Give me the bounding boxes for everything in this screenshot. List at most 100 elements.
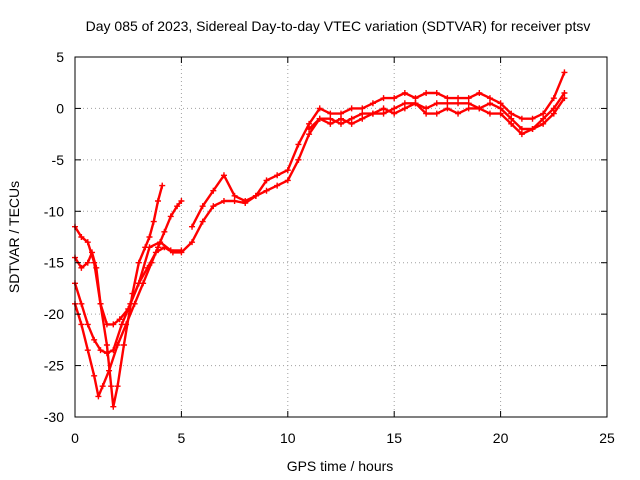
data-point-marker — [154, 198, 161, 204]
data-point-marker — [78, 300, 85, 307]
data-point-marker — [78, 234, 85, 240]
data-point-marker — [220, 172, 227, 179]
data-point-marker — [110, 403, 117, 410]
data-point-marker — [486, 110, 493, 117]
data-point-marker — [380, 105, 387, 112]
data-point-marker — [284, 177, 291, 184]
data-point-marker — [116, 316, 123, 323]
data-point-marker — [106, 367, 113, 374]
data-point-marker — [220, 198, 227, 204]
data-point-marker — [131, 300, 138, 307]
data-point-marker — [210, 187, 217, 194]
data-point-marker — [508, 115, 515, 122]
data-point-marker — [114, 342, 121, 348]
data-point-marker — [476, 105, 483, 112]
data-point-marker — [455, 95, 462, 102]
data-point-marker — [103, 350, 110, 357]
y-tick-label: -10 — [44, 203, 64, 219]
y-tick-label: -5 — [52, 152, 65, 168]
data-point-marker — [295, 141, 302, 148]
data-point-marker — [369, 110, 376, 117]
data-point-marker — [316, 105, 323, 112]
data-point-marker — [199, 218, 206, 225]
data-point-marker — [306, 131, 313, 138]
data-point-marker — [518, 126, 525, 132]
data-point-marker — [167, 247, 174, 254]
x-tick-label: 10 — [280, 430, 296, 446]
data-point-marker — [497, 105, 504, 112]
data-point-marker — [486, 95, 493, 102]
data-point-marker — [178, 198, 185, 204]
data-point-marker — [540, 115, 547, 122]
data-point-marker — [380, 95, 387, 102]
x-tick-label: 5 — [178, 430, 186, 446]
data-point-marker — [401, 100, 408, 107]
y-tick-label: -15 — [44, 255, 64, 271]
y-axis-label: SDTVAR / TECUs — [6, 181, 22, 293]
data-point-marker — [338, 120, 344, 127]
data-point-marker — [306, 126, 313, 132]
data-point-marker — [93, 264, 100, 271]
series-trace-3 — [72, 198, 185, 400]
data-point-marker — [108, 383, 115, 390]
data-point-marker — [114, 383, 121, 390]
data-point-marker — [231, 198, 238, 204]
chart-title: Day 085 of 2023, Sidereal Day-to-day VTE… — [86, 18, 591, 34]
data-point-marker — [84, 321, 91, 328]
data-point-marker — [252, 192, 259, 199]
x-tick-label: 15 — [386, 430, 402, 446]
grid-layer — [75, 57, 607, 417]
data-point-marker — [529, 115, 536, 122]
data-point-marker — [550, 95, 557, 102]
data-point-marker — [433, 110, 440, 117]
data-point-marker — [412, 95, 419, 102]
y-tick-label: -20 — [44, 306, 64, 322]
series-trace-6 — [306, 90, 568, 138]
data-point-marker — [157, 239, 164, 246]
data-point-marker — [146, 244, 153, 251]
data-point-marker — [167, 213, 174, 220]
data-point-marker — [110, 321, 117, 328]
data-point-marker — [95, 393, 102, 400]
data-point-marker — [146, 234, 153, 240]
data-point-marker — [359, 105, 366, 112]
data-point-marker — [508, 110, 515, 117]
data-point-marker — [78, 264, 85, 271]
series-line — [190, 71, 566, 228]
data-point-marker — [444, 100, 451, 107]
data-point-marker — [159, 182, 166, 189]
data-point-marker — [444, 105, 451, 112]
data-point-marker — [518, 115, 525, 122]
data-point-marker — [120, 342, 127, 348]
data-point-marker — [91, 372, 98, 379]
data-point-marker — [174, 203, 181, 210]
data-point-marker — [327, 120, 334, 127]
data-point-marker — [348, 105, 355, 112]
data-point-marker — [465, 95, 472, 102]
data-point-marker — [199, 203, 206, 210]
data-point-marker — [274, 182, 281, 189]
data-point-marker — [391, 95, 398, 102]
data-point-marker — [295, 156, 302, 163]
data-point-marker — [550, 105, 557, 112]
data-point-marker — [455, 100, 462, 107]
data-point-marker — [391, 110, 398, 117]
data-point-marker — [540, 120, 547, 127]
data-point-marker — [103, 342, 110, 348]
data-point-marker — [84, 347, 91, 354]
data-point-marker — [508, 120, 515, 127]
data-point-marker — [338, 110, 344, 117]
y-tick-label: -25 — [44, 358, 64, 374]
data-point-marker — [263, 177, 270, 184]
data-point-marker — [150, 218, 157, 225]
data-point-marker — [103, 321, 110, 328]
data-point-marker — [550, 110, 557, 117]
data-point-marker — [423, 105, 430, 112]
data-point-marker — [97, 347, 104, 354]
series-line — [73, 199, 183, 398]
data-point-marker — [306, 120, 313, 127]
series-trace-1 — [72, 182, 166, 410]
data-point-marker — [465, 105, 472, 112]
x-tick-label: 20 — [493, 430, 509, 446]
